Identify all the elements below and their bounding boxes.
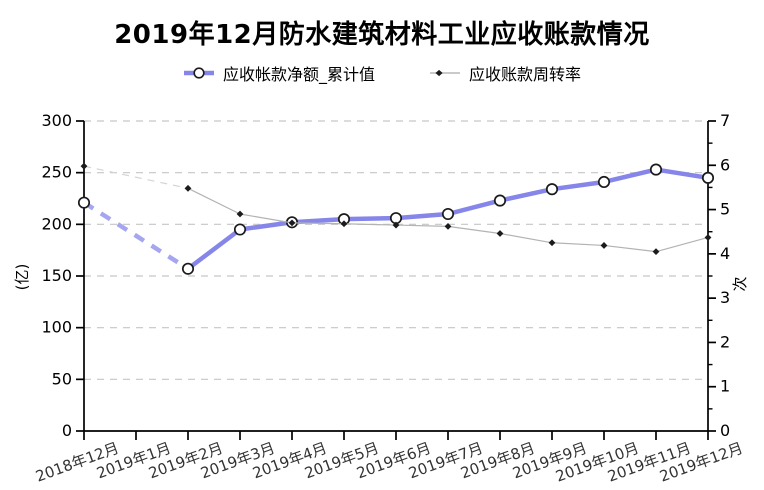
chart-legend: 应收帐款净额_累计值 应收账款周转率: [0, 61, 764, 85]
data-point: [444, 223, 452, 230]
svg-text:1: 1: [720, 377, 730, 396]
svg-text:3: 3: [720, 288, 730, 307]
data-point: [340, 220, 348, 228]
legend-marker-svg-0: [183, 67, 214, 79]
data-point: [548, 239, 556, 247]
left-axis-ticks: 0 50 100 150 200 250 300: [41, 111, 84, 440]
data-point: [441, 207, 455, 221]
svg-text:5: 5: [720, 200, 730, 219]
series-turnover-rate: [80, 162, 712, 256]
data-point: [704, 234, 712, 241]
svg-text:250: 250: [41, 163, 72, 182]
svg-text:7: 7: [720, 111, 730, 130]
data-point: [496, 230, 504, 237]
svg-text:0: 0: [720, 421, 730, 440]
axis-titles: (亿) 次: [13, 264, 749, 292]
data-point: [701, 171, 715, 184]
svg-text:2: 2: [720, 332, 730, 351]
data-point: [181, 262, 195, 275]
data-point: [236, 210, 244, 218]
legend-item-net-receivables[interactable]: 应收帐款净额_累计值: [183, 61, 375, 85]
data-point: [77, 196, 91, 209]
svg-text:200: 200: [41, 214, 72, 233]
line-circle-marker-icon: [183, 65, 215, 81]
data-point: [597, 175, 611, 189]
data-point: [545, 183, 559, 196]
line-diamond-marker-icon: [429, 65, 461, 81]
legend-marker-svg-1: [430, 69, 460, 77]
data-point: [652, 248, 660, 256]
data-point: [233, 223, 247, 236]
series-net-receivables: [77, 163, 715, 275]
svg-text:(亿): (亿): [13, 264, 31, 291]
data-point: [392, 221, 400, 229]
data-point: [649, 163, 663, 176]
gridlines: [84, 120, 708, 380]
svg-text:50: 50: [52, 369, 72, 388]
data-point: [288, 219, 296, 227]
x-axis-ticks: 2018年12月2019年1月2019年2月2019年3月2019年4月2019…: [33, 431, 745, 486]
svg-text:0: 0: [62, 421, 72, 440]
data-point: [493, 194, 507, 207]
legend-label-net-receivables: 应收帐款净额_累计值: [222, 65, 375, 84]
right-axis-ticks: 0 1 2 3 4 5 6 7: [708, 111, 730, 440]
legend-item-turnover-rate[interactable]: 应收账款周转率: [429, 61, 581, 85]
svg-text:100: 100: [41, 318, 72, 337]
svg-text:300: 300: [41, 111, 72, 130]
legend-label-turnover-rate: 应收账款周转率: [469, 65, 582, 84]
chart-title: 2019年12月防水建筑材料工业应收账款情况: [114, 20, 650, 50]
data-point: [600, 242, 608, 249]
svg-text:6: 6: [720, 155, 730, 174]
data-point: [184, 184, 192, 192]
data-point: [80, 162, 88, 170]
svg-text:150: 150: [41, 266, 72, 285]
svg-text:4: 4: [720, 244, 730, 263]
svg-text:次: 次: [731, 276, 749, 291]
